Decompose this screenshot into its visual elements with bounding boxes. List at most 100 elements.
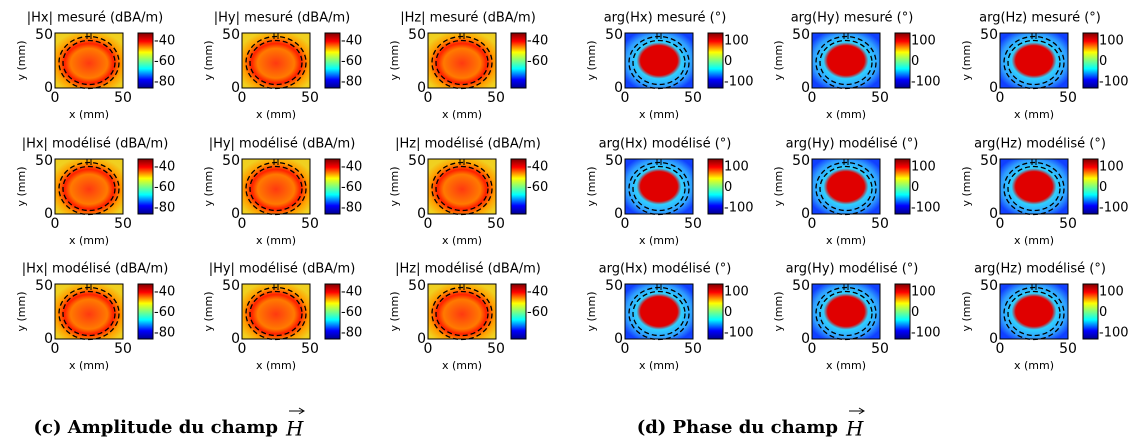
x-tick-label: 50 — [1059, 216, 1077, 232]
y-axis-label: y (mm) — [585, 40, 598, 80]
contour — [435, 39, 489, 86]
colorbar-tick-label: -80 — [154, 201, 175, 216]
y-tick-label: 0 — [44, 206, 53, 222]
colorbar — [510, 32, 527, 89]
x-axis-label: x (mm) — [256, 108, 296, 121]
colorbar-tick-label: -40 — [527, 285, 548, 300]
x-tick-label: 50 — [1059, 341, 1077, 357]
y-tick-label: 50 — [605, 278, 623, 294]
panel-title: |Hz| modélisé (dBA/m) — [395, 262, 541, 277]
heatmap — [812, 284, 880, 339]
x-tick-label: 0 — [996, 90, 1005, 106]
y-tick-label: 0 — [231, 206, 240, 222]
contour — [819, 39, 873, 86]
x-tick-label: 0 — [51, 341, 60, 357]
x-tick-label: 0 — [424, 90, 433, 106]
colorbar-tick-label: -100 — [911, 75, 941, 90]
x-axis-label: x (mm) — [442, 359, 482, 372]
x-tick-label: 0 — [808, 216, 817, 232]
plot-frame — [811, 283, 881, 340]
heatmap — [55, 284, 123, 339]
contour — [1007, 290, 1061, 337]
colorbar-tick-label: -40 — [527, 34, 548, 49]
x-tick-label: 50 — [871, 90, 889, 106]
x-tick-label: 0 — [996, 341, 1005, 357]
heatmap — [55, 159, 123, 214]
y-tick-label: 50 — [35, 153, 53, 169]
colorbar — [137, 158, 154, 215]
colorbar-tick-label: -60 — [527, 305, 548, 320]
colorbar-tick-label: 100 — [724, 285, 749, 300]
panel-title: arg(Hx) mesuré (°) — [604, 11, 727, 26]
y-tick-label: 0 — [989, 331, 998, 347]
heatmap — [812, 159, 880, 214]
x-tick-label: 50 — [487, 90, 505, 106]
x-tick-label: 50 — [871, 216, 889, 232]
contour — [62, 290, 116, 337]
contour — [249, 165, 303, 212]
x-axis-label: x (mm) — [639, 234, 679, 247]
panel-title: arg(Hy) mesuré (°) — [791, 11, 914, 26]
y-tick-label: 0 — [231, 80, 240, 96]
panel-title: arg(Hz) modélisé (°) — [974, 262, 1106, 277]
caption: (c) Amplitude du champ — [33, 417, 278, 438]
colorbar-tick-label: -80 — [154, 75, 175, 90]
y-axis-label: y (mm) — [202, 166, 215, 206]
vector-arrow-head — [298, 407, 305, 415]
colorbar-tick-label: -60 — [527, 54, 548, 69]
y-tick-label: 50 — [980, 278, 998, 294]
colorbar-tick-label: 0 — [1099, 305, 1107, 320]
colorbar-tick-label: -80 — [154, 326, 175, 341]
y-axis-label: y (mm) — [772, 291, 785, 331]
contour — [62, 39, 116, 86]
y-axis-label: y (mm) — [15, 166, 28, 206]
contour — [819, 290, 873, 337]
colorbar-tick-label: 100 — [911, 34, 936, 49]
colorbar — [894, 283, 911, 340]
contour — [1007, 165, 1061, 212]
x-axis-label: x (mm) — [1014, 359, 1054, 372]
y-tick-label: 50 — [408, 153, 426, 169]
y-tick-label: 0 — [417, 331, 426, 347]
y-axis-label: y (mm) — [388, 291, 401, 331]
contour — [1007, 39, 1061, 86]
x-axis-label: x (mm) — [256, 234, 296, 247]
contour — [632, 165, 686, 212]
y-tick-label: 50 — [35, 278, 53, 294]
y-axis-label: y (mm) — [585, 166, 598, 206]
colorbar-tick-label: -60 — [341, 180, 362, 195]
x-tick-label: 0 — [238, 341, 247, 357]
y-tick-label: 50 — [222, 153, 240, 169]
colorbar-tick-label: 0 — [1099, 180, 1107, 195]
colorbar-tick-label: -40 — [341, 285, 362, 300]
y-tick-label: 50 — [222, 278, 240, 294]
heatmap — [1000, 159, 1068, 214]
plot-frame — [999, 32, 1069, 89]
y-axis-label: y (mm) — [388, 40, 401, 80]
panel-title: arg(Hz) mesuré (°) — [979, 11, 1101, 26]
y-tick-label: 50 — [792, 153, 810, 169]
contour — [435, 290, 489, 337]
plot-frame — [999, 283, 1069, 340]
colorbar-tick-label: -100 — [724, 75, 754, 90]
colorbar-tick-label: -60 — [341, 54, 362, 69]
y-tick-label: 0 — [44, 80, 53, 96]
heatmap — [812, 33, 880, 88]
panel-title: |Hx| modélisé (dBA/m) — [22, 137, 169, 152]
x-axis-label: x (mm) — [639, 108, 679, 121]
colorbar-tick-label: 100 — [1099, 285, 1124, 300]
colorbar — [1082, 158, 1099, 215]
colorbar — [894, 32, 911, 89]
x-axis-label: x (mm) — [69, 234, 109, 247]
colorbar-tick-label: 0 — [911, 180, 919, 195]
y-axis-label: y (mm) — [202, 291, 215, 331]
colorbar-tick-label: -40 — [341, 160, 362, 175]
y-tick-label: 0 — [417, 206, 426, 222]
colorbar — [707, 32, 724, 89]
x-tick-label: 50 — [301, 216, 319, 232]
colorbar-tick-label: -100 — [911, 326, 941, 341]
panel-title: arg(Hx) modélisé (°) — [599, 262, 732, 277]
y-tick-label: 50 — [605, 27, 623, 43]
y-tick-label: 50 — [408, 278, 426, 294]
